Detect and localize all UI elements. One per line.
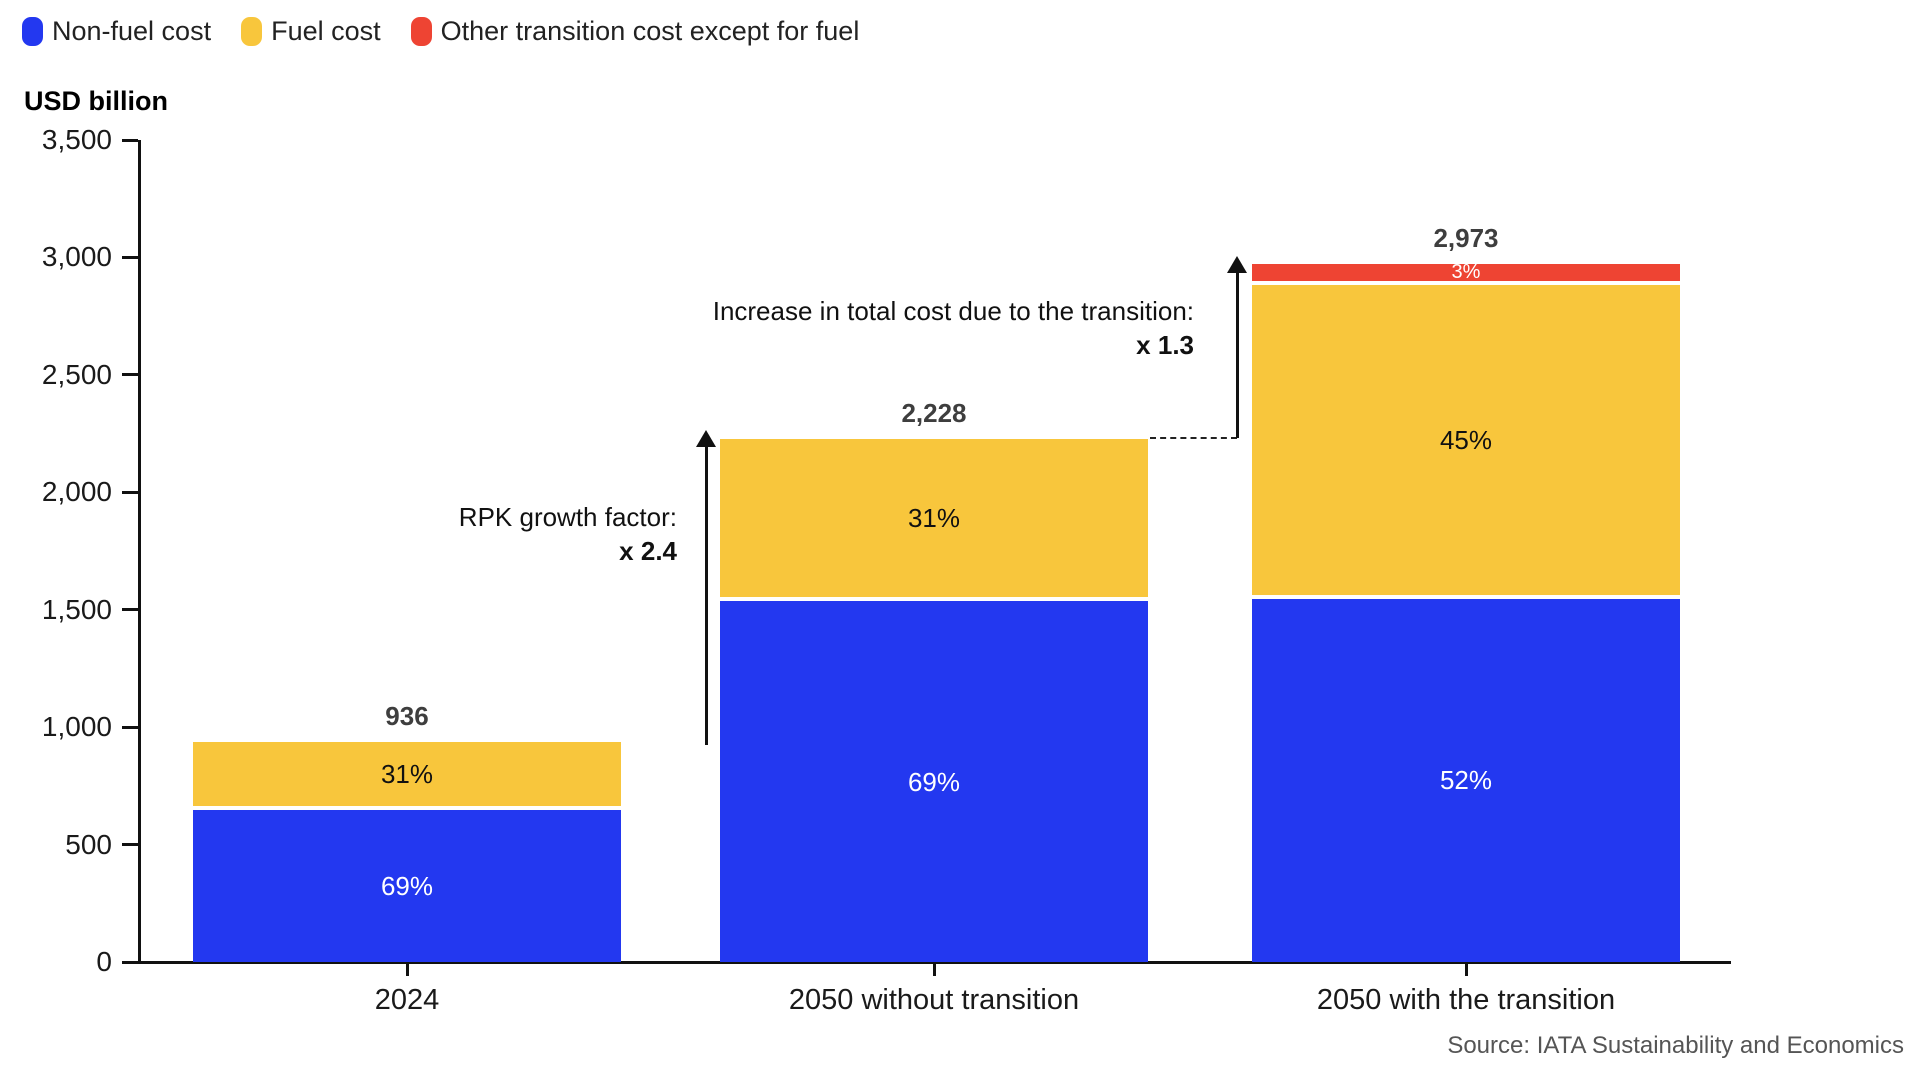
segment-pct-label: 69% — [907, 766, 961, 797]
y-tick-label: 0 — [96, 946, 112, 977]
legend-swatch — [410, 17, 432, 46]
bar-segment: 69% — [720, 601, 1148, 962]
annotation-factor: x 1.3 — [1136, 330, 1194, 360]
bar-segment: 31% — [193, 742, 621, 807]
annotation-text: RPK growth factor: — [458, 502, 677, 532]
y-tick-mark — [122, 725, 138, 729]
x-axis-line — [122, 961, 1731, 964]
y-tick-label: 1,000 — [41, 711, 112, 743]
bar-segment: 52% — [1252, 598, 1680, 962]
transition-arrow — [1236, 272, 1239, 438]
increase-annotation: Increase in total cost due to the transi… — [713, 294, 1194, 362]
segment-pct-label: 31% — [380, 759, 434, 790]
segment-pct-label: 31% — [907, 502, 961, 533]
y-tick-label: 3,000 — [41, 241, 112, 273]
y-tick-label: 500 — [65, 828, 112, 860]
source-text: Source: IATA Sustainability and Economic… — [1447, 1032, 1904, 1059]
y-axis-title: USD billion — [24, 86, 168, 116]
x-axis-label: 2050 without transition — [788, 984, 1080, 1016]
y-tick-mark — [122, 843, 138, 847]
segment-pct-label: 3% — [1451, 261, 1481, 284]
segment-pct-label: 52% — [1439, 765, 1493, 796]
legend-item: Fuel cost — [241, 16, 381, 47]
y-tick-mark — [122, 138, 138, 142]
y-tick-mark — [122, 373, 138, 377]
legend: Non-fuel cost Fuel cost Other transition c… — [22, 16, 859, 47]
bar-total-label: 2,228 — [901, 397, 967, 428]
annotation-factor: x 2.4 — [619, 536, 677, 566]
bar-total-label: 936 — [385, 701, 429, 732]
bar-total-label: 2,973 — [1433, 222, 1499, 253]
x-axis-label: 2024 — [374, 984, 440, 1016]
legend-label: Other transition cost except for fuel — [440, 16, 860, 46]
y-tick-mark — [122, 490, 138, 494]
segment-pct-label: 45% — [1439, 424, 1493, 455]
legend-item: Non-fuel cost — [22, 16, 211, 47]
y-tick-mark — [122, 255, 138, 259]
up-arrowhead-icon — [696, 430, 716, 447]
up-arrowhead-icon — [1227, 256, 1247, 273]
y-tick-mark — [122, 608, 138, 612]
annotation-text: Increase in total cost due to the transi… — [712, 296, 1194, 326]
x-tick-mark — [932, 963, 936, 976]
bar-segment: 3% — [1252, 261, 1680, 284]
y-tick-label: 2,500 — [41, 358, 112, 390]
y-axis-line — [138, 140, 141, 964]
y-tick-label: 1,500 — [41, 593, 112, 625]
y-tick-label: 3,500 — [41, 124, 112, 155]
legend-label: Non-fuel cost — [52, 16, 212, 46]
rpk-annotation: RPK growth factor: x 2.4 — [459, 500, 677, 568]
dashed-connector — [1150, 437, 1237, 439]
x-axis-label: 2050 with the transition — [1316, 984, 1616, 1016]
legend-swatch — [241, 17, 263, 46]
legend-swatch — [22, 17, 43, 46]
bar-segment: 45% — [1252, 284, 1680, 595]
segment-pct-label: 69% — [380, 871, 434, 902]
x-tick-mark — [405, 963, 409, 976]
bar-segment: 31% — [720, 438, 1148, 598]
x-tick-mark — [1464, 963, 1468, 976]
legend-label: Fuel cost — [271, 16, 381, 46]
rpk-arrow — [705, 446, 708, 745]
legend-item: Other transition cost except for fuel — [410, 16, 860, 47]
bar-segment: 69% — [193, 810, 621, 962]
y-tick-label: 2,000 — [41, 476, 112, 508]
